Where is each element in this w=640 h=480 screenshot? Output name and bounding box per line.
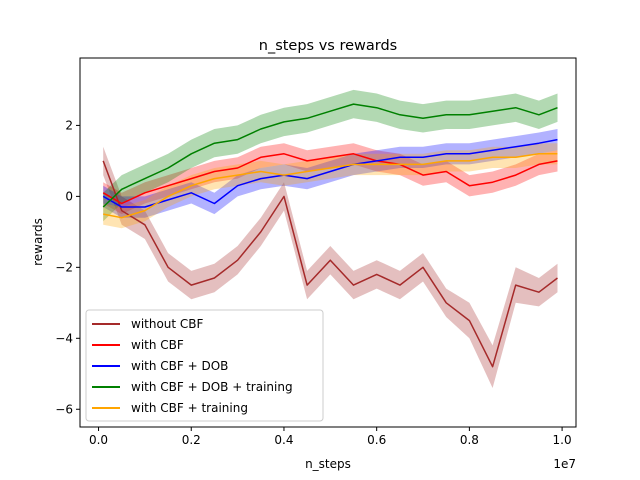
x-axis-label: n_steps [305,457,351,471]
x-tick-label: 0.0 [89,433,108,447]
y-axis-ticks: −6 −4 −2 0 2 [55,118,80,416]
legend-label: with CBF [131,338,184,352]
x-axis-offset-label: 1e7 [553,457,576,471]
y-axis-label: rewards [31,218,45,266]
y-tick-label: −4 [55,331,73,345]
chart-title: n_steps vs rewards [259,38,398,54]
x-tick-label: 0.6 [367,433,386,447]
series-line-with-cbf-dob [102,138,558,208]
series-line-with-cbf-dob-training [102,103,558,208]
series-line-with-cbf-training [103,153,558,219]
series-bands [103,89,558,388]
legend-label: with CBF + DOB + training [131,380,293,394]
series-band-with-cbf-training [103,143,558,229]
series-band-with-cbf-dob-training [103,89,558,222]
x-tick-label: 1.0 [553,433,572,447]
series-line-without-cbf [102,160,558,368]
y-tick-label: 0 [65,189,73,203]
y-tick-label: 2 [65,118,73,132]
x-axis-ticks: 0.0 0.2 0.4 0.6 0.8 1.0 [89,427,572,447]
x-tick-label: 0.4 [274,433,293,447]
series-band-with-cbf-dob [103,129,558,218]
series-band-without-cbf [103,146,558,388]
series-lines [102,103,558,368]
x-tick-label: 0.8 [460,433,479,447]
legend-label: without CBF [131,317,204,331]
series-line-with-cbf [102,153,558,205]
legend: without CBF with CBF with CBF + DOB with CB… [85,309,324,422]
legend-label: with CBF + training [131,401,248,415]
legend-box [85,309,324,422]
y-tick-label: −6 [55,402,73,416]
x-tick-label: 0.2 [182,433,201,447]
legend-label: with CBF + DOB [131,359,228,373]
series-band-with-cbf [103,143,558,215]
plot-frame [79,57,577,428]
y-tick-label: −2 [55,260,73,274]
